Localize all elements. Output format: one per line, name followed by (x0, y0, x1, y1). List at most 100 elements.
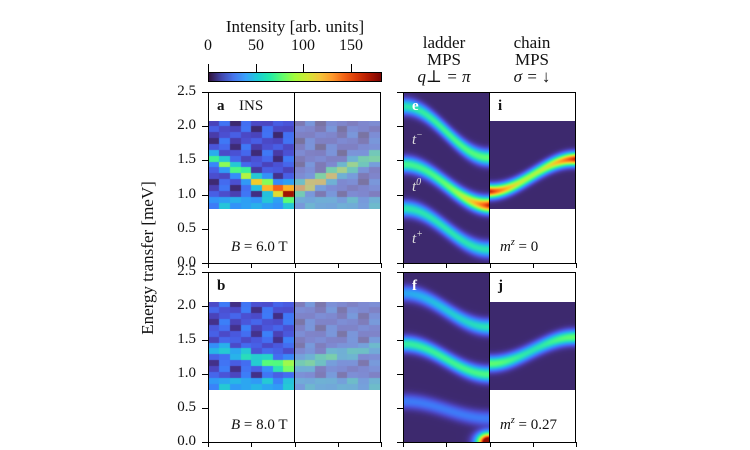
colorbar-tick-label: 0 (204, 37, 212, 54)
x-tick (208, 263, 209, 268)
t-symbol: t (412, 132, 417, 148)
b-symbol: B (231, 239, 241, 255)
y-tick (202, 306, 208, 307)
m-sup: z (510, 415, 515, 426)
mz-value: = 0.27 (514, 417, 557, 433)
x-tick (532, 442, 534, 447)
panel-divider (294, 273, 295, 442)
y-tick (397, 442, 403, 443)
y-tick (397, 160, 403, 162)
y-tick-label: 2.0 (177, 297, 196, 313)
colorbar-tick (208, 64, 209, 72)
heatmap-i (490, 121, 575, 209)
panel-e-i: e i t− t0 t+ mz = 0 (403, 92, 576, 264)
panel-label: b (217, 278, 226, 294)
panel-label: e (412, 98, 419, 114)
y-tick-label: 1.0 (177, 365, 196, 381)
y-tick (397, 272, 403, 273)
x-tick (403, 263, 404, 268)
y-tick-label: 2.5 (177, 83, 196, 99)
y-tick (202, 263, 208, 264)
x-tick (403, 442, 404, 447)
y-tick (397, 194, 403, 196)
x-tick (208, 442, 209, 447)
b-symbol: B (231, 417, 241, 433)
t-symbol: t (412, 179, 417, 195)
header-line: MPS (426, 50, 462, 69)
heatmap-j (490, 302, 575, 390)
y-tick-label: 0.0 (177, 254, 196, 270)
panel-a: a INS B = 6.0 T (208, 92, 381, 264)
y-tick (202, 340, 208, 341)
header-line: q⊥ = π (417, 67, 471, 86)
y-tick (202, 272, 208, 273)
panel-label: f (412, 278, 417, 294)
x-tick (446, 442, 448, 447)
x-tick (576, 442, 577, 447)
y-tick (397, 263, 403, 264)
panel-label: i (498, 98, 503, 114)
panel-divider (489, 273, 490, 442)
y-tick-label: 2.5 (177, 263, 196, 279)
heatmap-e (404, 93, 489, 263)
header-line: σ = ↓ (513, 67, 551, 86)
m-sup: z (510, 237, 515, 248)
y-axis-label: Energy transfer [meV] (138, 181, 157, 335)
x-tick (381, 442, 382, 447)
band-label-t-zero: t0 (412, 177, 421, 196)
y-tick-label: 1.5 (177, 331, 196, 347)
x-tick (489, 263, 491, 268)
band-sup: − (416, 130, 423, 141)
y-tick (202, 194, 208, 196)
m-symbol: m (500, 417, 511, 433)
y-tick (397, 408, 403, 409)
band-sup: 0 (416, 177, 422, 188)
y-tick-label: 0.5 (177, 399, 196, 415)
colorbar-tick-label: 150 (339, 37, 363, 54)
y-tick (397, 340, 403, 341)
y-tick-label: 2.0 (177, 117, 196, 134)
colorbar-title: Intensity [arb. units] (225, 17, 365, 36)
x-tick (576, 263, 577, 268)
field-value: = 8.0 T (240, 417, 288, 433)
field-value: = 6.0 T (240, 239, 288, 255)
band-sup: + (416, 229, 423, 240)
mz-annotation: mz = 0 (500, 237, 538, 256)
y-tick-label: 0.0 (177, 433, 196, 449)
y-tick (397, 306, 403, 307)
x-tick (381, 263, 382, 268)
panel-b: b B = 8.0 T (208, 272, 381, 443)
colorbar-tick-label: 100 (291, 37, 315, 54)
panel-label: a (217, 98, 225, 114)
colorbar-tick-label: 50 (248, 37, 264, 54)
y-tick (202, 228, 208, 230)
ladder-header: ladder MPS q⊥ = π (399, 34, 489, 85)
y-tick (202, 160, 208, 162)
field-annotation: B = 8.0 T (231, 417, 288, 434)
y-tick (202, 442, 208, 443)
header-line: MPS (514, 50, 550, 69)
y-tick-label: 1.0 (177, 185, 196, 202)
mz-value: = 0 (514, 239, 539, 255)
header-line: ladder (422, 33, 466, 52)
y-tick-label: 1.5 (177, 151, 196, 168)
panel-title: INS (239, 98, 264, 114)
m-symbol: m (500, 239, 511, 255)
heatmap-f (404, 273, 489, 442)
panel-divider (489, 93, 490, 263)
panel-label: j (498, 278, 503, 294)
colorbar (208, 72, 382, 82)
panel-f-j: f j mz = 0.27 (403, 272, 576, 443)
field-annotation: B = 6.0 T (231, 239, 288, 256)
y-tick (397, 374, 403, 375)
x-tick (489, 442, 491, 447)
x-tick (337, 442, 339, 447)
y-tick (397, 126, 403, 128)
y-tick (202, 92, 208, 93)
colorbar-tick (303, 64, 304, 72)
x-tick (532, 263, 534, 268)
mz-annotation: mz = 0.27 (500, 415, 557, 434)
y-tick (397, 228, 403, 230)
x-tick (251, 442, 253, 447)
x-tick (446, 263, 448, 268)
